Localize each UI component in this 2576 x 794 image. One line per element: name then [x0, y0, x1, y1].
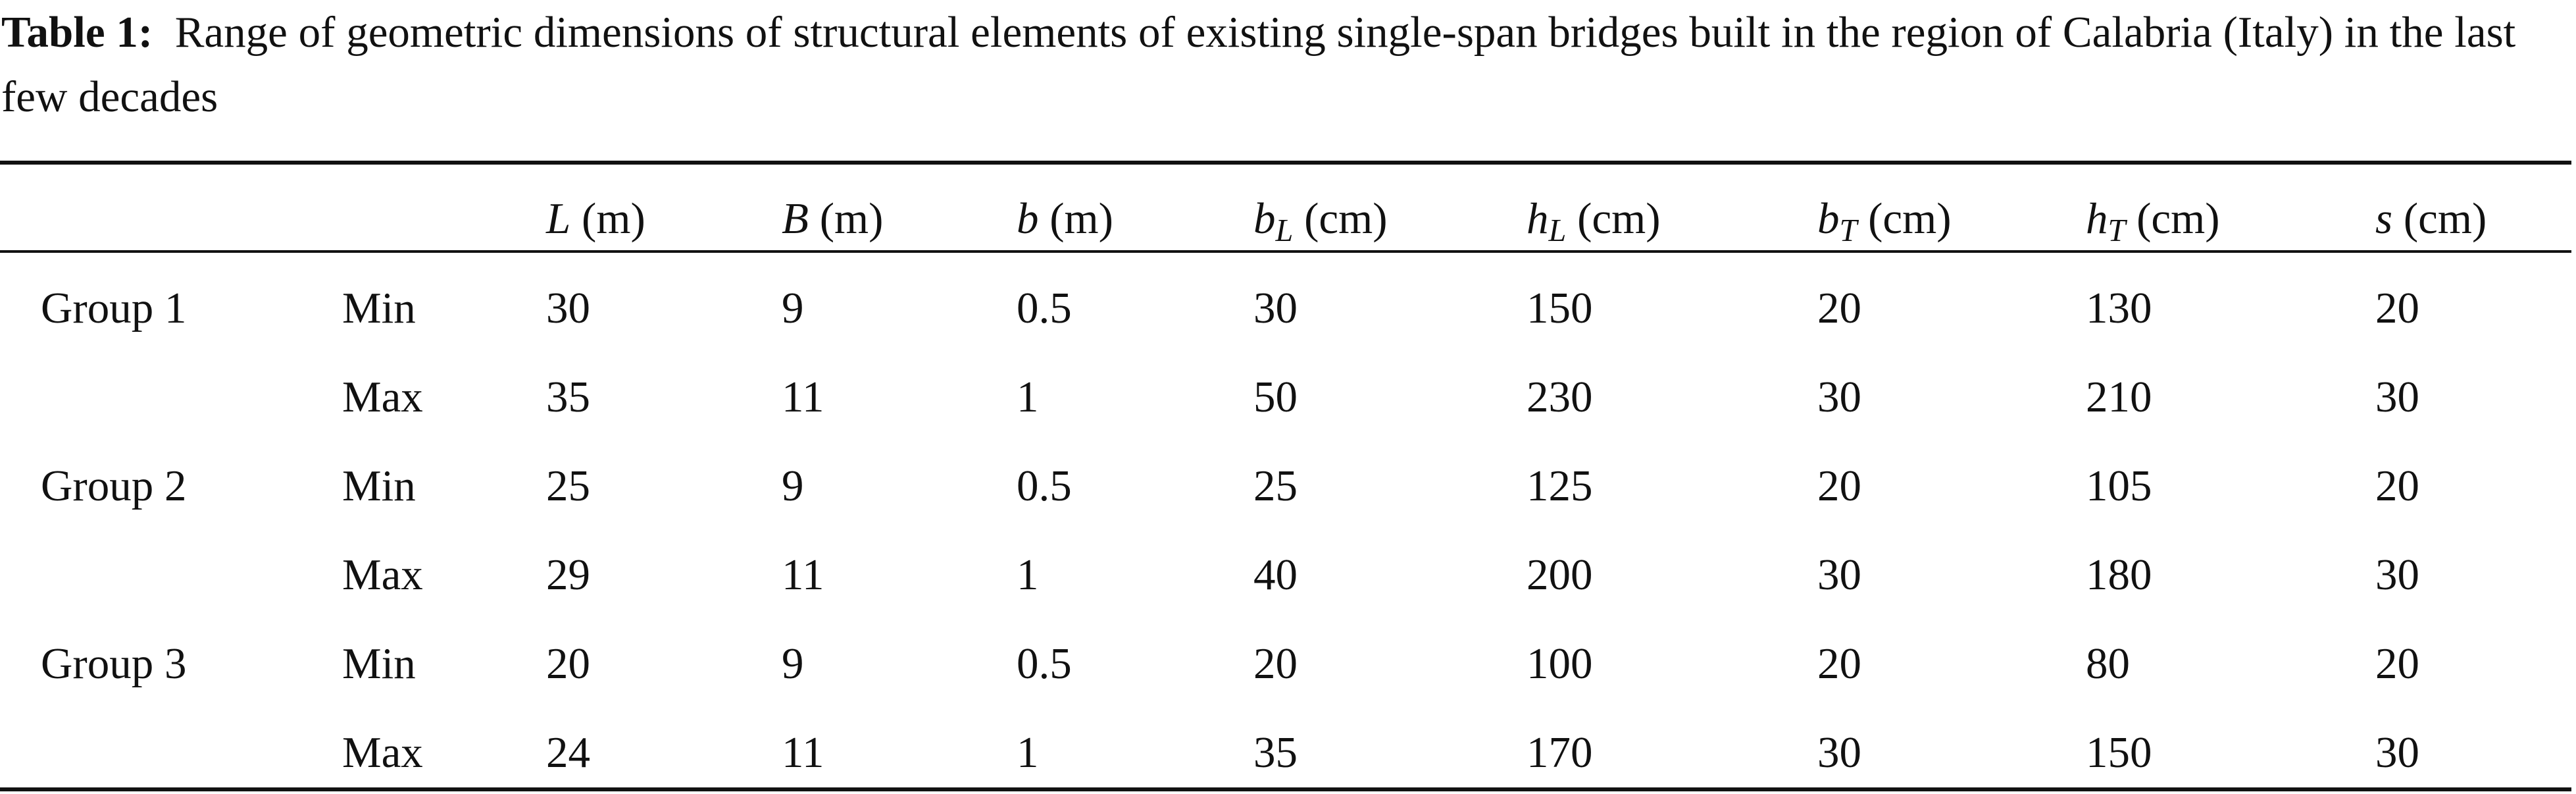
- table-cell: 11: [782, 373, 824, 421]
- stat-label: Min: [342, 462, 416, 510]
- table-cell: 20: [1253, 639, 1298, 688]
- bottom-rule: [0, 787, 2571, 791]
- table-cell: 50: [1253, 373, 1298, 421]
- table-cell: 40: [1253, 550, 1298, 599]
- column-unit: (cm): [1857, 194, 1952, 243]
- stat-label: Min: [342, 639, 416, 688]
- header-rule: [0, 250, 2571, 253]
- table-cell: 170: [1527, 728, 1593, 777]
- table-cell: 30: [1817, 550, 1861, 599]
- table-cell: 20: [2375, 639, 2419, 688]
- table-cell: 30: [2375, 728, 2419, 777]
- table-cell: 11: [782, 550, 824, 599]
- group-label: Group 1: [41, 284, 187, 332]
- group-label: Group 2: [41, 462, 187, 510]
- table-cell: 200: [1527, 550, 1593, 599]
- table-cell: 20: [1817, 462, 1861, 510]
- column-unit: (m): [808, 194, 884, 243]
- column-header: bL (cm): [1253, 192, 1388, 249]
- table-cell: 1: [1017, 728, 1039, 777]
- table-cell: 0.5: [1017, 284, 1072, 332]
- column-symbol: h: [1527, 194, 1549, 243]
- table-cell: 30: [1817, 728, 1861, 777]
- table-cell: 35: [1253, 728, 1298, 777]
- table-cell: 20: [2375, 462, 2419, 510]
- table-cell: 230: [1527, 373, 1593, 421]
- column-symbol: b: [1817, 194, 1840, 243]
- column-symbol: b: [1253, 194, 1276, 243]
- column-symbol: s: [2375, 194, 2393, 243]
- table-cell: 11: [782, 728, 824, 777]
- table-cell: 24: [546, 728, 590, 777]
- table-cell: 1: [1017, 373, 1039, 421]
- caption-label: Table 1:: [1, 8, 153, 57]
- column-unit: (cm): [2392, 194, 2487, 243]
- table-cell: 20: [1817, 639, 1861, 688]
- table-cell: 9: [782, 462, 804, 510]
- column-unit: (cm): [1293, 194, 1388, 243]
- column-subscript: L: [1548, 213, 1567, 249]
- table-cell: 30: [1253, 284, 1298, 332]
- column-subscript: T: [1839, 213, 1857, 249]
- table-caption: Table 1: Range of geometric dimensions o…: [1, 0, 2571, 129]
- table-cell: 150: [1527, 284, 1593, 332]
- table-cell: 25: [1253, 462, 1298, 510]
- stat-label: Max: [342, 550, 423, 599]
- column-header: hT (cm): [2086, 192, 2220, 249]
- column-unit: (cm): [2125, 194, 2220, 243]
- table-cell: 20: [1817, 284, 1861, 332]
- stat-label: Max: [342, 728, 423, 777]
- table-cell: 210: [2086, 373, 2152, 421]
- column-subscript: T: [2108, 213, 2126, 249]
- table-cell: 80: [2086, 639, 2130, 688]
- table-cell: 125: [1527, 462, 1593, 510]
- table-cell: 30: [2375, 550, 2419, 599]
- table-cell: 35: [546, 373, 590, 421]
- table-cell: 1: [1017, 550, 1039, 599]
- table-cell: 29: [546, 550, 590, 599]
- column-symbol: b: [1017, 194, 1039, 243]
- column-subscript: L: [1275, 213, 1294, 249]
- table-cell: 20: [546, 639, 590, 688]
- group-label: Group 3: [41, 639, 187, 688]
- table-cell: 9: [782, 284, 804, 332]
- column-header: B (m): [782, 192, 883, 245]
- column-symbol: h: [2086, 194, 2108, 243]
- table-cell: 9: [782, 639, 804, 688]
- top-rule: [0, 161, 2571, 165]
- column-header: hL (cm): [1527, 192, 1661, 249]
- column-header: s (cm): [2375, 192, 2487, 245]
- column-unit: (m): [570, 194, 645, 243]
- table-cell: 0.5: [1017, 639, 1072, 688]
- table-cell: 100: [1527, 639, 1593, 688]
- table-cell: 30: [2375, 373, 2419, 421]
- table-cell: 30: [546, 284, 590, 332]
- table-cell: 130: [2086, 284, 2152, 332]
- column-header: L (m): [546, 192, 645, 245]
- stat-label: Min: [342, 284, 416, 332]
- table-cell: 150: [2086, 728, 2152, 777]
- column-symbol: B: [782, 194, 809, 243]
- table-cell: 0.5: [1017, 462, 1072, 510]
- stat-label: Max: [342, 373, 423, 421]
- table-cell: 30: [1817, 373, 1861, 421]
- column-header: b (m): [1017, 192, 1113, 245]
- caption-text: Range of geometric dimensions of structu…: [1, 8, 2516, 121]
- table-cell: 25: [546, 462, 590, 510]
- column-unit: (m): [1038, 194, 1113, 243]
- column-unit: (cm): [1566, 194, 1661, 243]
- table-cell: 180: [2086, 550, 2152, 599]
- column-header: bT (cm): [1817, 192, 1952, 249]
- table-cell: 20: [2375, 284, 2419, 332]
- table-cell: 105: [2086, 462, 2152, 510]
- column-symbol: L: [546, 194, 571, 243]
